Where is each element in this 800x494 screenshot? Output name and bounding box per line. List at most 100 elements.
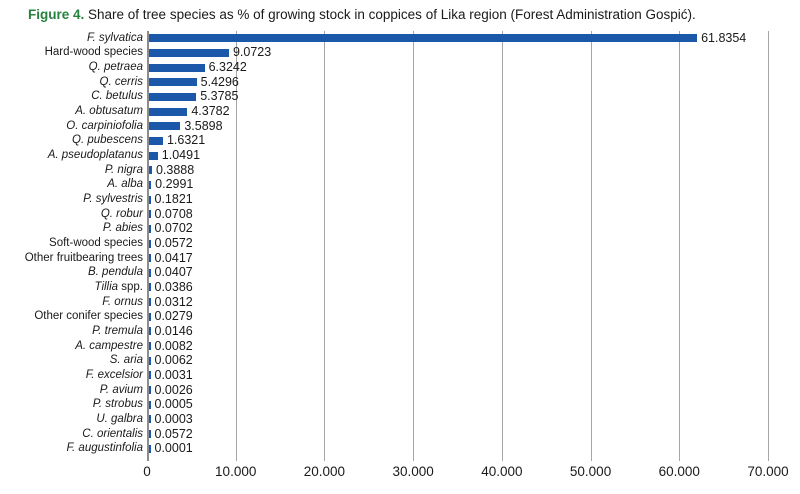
bar [148,63,205,72]
category-label: P. avium [100,384,143,397]
value-label: 1.6321 [166,133,206,148]
category-label-text: F. augustinfolia [66,442,143,455]
bar [148,195,151,204]
category-label-text: F. ornus [102,295,143,308]
category-label-text: A. alba [107,178,143,191]
value-label: 0.2991 [155,177,194,192]
category-label: O. carpiniofolia [66,120,143,133]
category-label-text: P. strobus [92,398,143,411]
category-label: C. orientalis [82,428,143,441]
category-label: A. pseudoplatanus [48,149,143,162]
value-label: 1.0491 [161,148,201,163]
category-label: S. aria [110,354,143,367]
bar [148,268,151,277]
bar [148,78,197,87]
bar [148,107,188,116]
value-label: 0.0001 [154,441,193,456]
value-label: 0.0417 [154,250,193,265]
category-label-text: Tillia [94,280,119,293]
bar [148,224,151,233]
category-label: F. augustinfolia [66,442,143,455]
category-label-text: P. sylvestris [83,193,143,206]
bar [148,415,151,424]
category-label: P. nigra [105,164,143,177]
x-tick-label: 60.000 [658,464,700,479]
bar [148,48,229,57]
bar [148,254,151,263]
value-label: 0.1821 [154,192,193,207]
y-axis-line [147,31,149,461]
value-label: 0.0279 [154,309,193,324]
value-label: 0.0702 [154,221,193,236]
value-label: 0.0312 [154,294,193,309]
category-label-text: P. tremula [92,324,143,337]
category-label-text: spp. [118,280,143,293]
bar [148,180,152,189]
category-label-text: P. avium [99,383,143,396]
category-label: U. galbra [96,413,143,426]
bar [148,400,151,409]
category-label-text: Other conifer species [34,310,143,323]
gridline [679,31,681,461]
category-label: P. strobus [93,398,143,411]
category-label-text: C. orientalis [82,427,143,440]
value-label: 0.0572 [154,236,193,250]
category-label-text: Other fruitbearing trees [24,251,143,264]
bar [148,283,151,292]
gridline [324,31,326,461]
category-label: P. tremula [92,325,143,338]
bar [148,210,151,219]
category-label-text: Q. robur [100,207,143,220]
gridline [590,31,592,461]
bar [148,371,151,380]
x-tick-label: 70.000 [747,464,789,479]
category-label-text: C. betulus [91,90,143,103]
category-label: B. pendula [88,266,143,279]
category-label-text: Q. pubescens [72,134,143,147]
value-label: 0.0386 [154,279,193,294]
category-label-text: P. abies [102,222,143,235]
category-label: Q. cerris [100,76,143,89]
bar [148,444,151,453]
category-label-text: Q. cerris [99,75,143,88]
category-label: F. excelsior [86,369,143,382]
category-label: Hard-wood species [45,46,143,59]
category-label-text: Hard-wood species [44,46,143,59]
category-label-text: S. aria [109,354,143,367]
value-label: 0.0572 [154,426,193,441]
category-label-text: U. galbra [96,412,143,425]
category-label: P. abies [103,222,143,235]
bar [148,239,151,248]
value-label: 0.0146 [154,323,193,338]
bar [148,122,181,131]
x-tick-label: 40.000 [481,464,523,479]
value-label: 0.0026 [154,382,193,397]
category-label: F. sylvatica [87,32,143,45]
value-label: 6.3242 [208,60,247,75]
gridline [501,31,503,461]
bar [148,430,151,439]
value-label: 0.0708 [154,206,193,221]
value-label: 0.0407 [154,265,193,280]
value-label: 9.0723 [232,45,272,60]
category-label: P. sylvestris [83,193,143,206]
value-label: 3.5898 [184,118,223,133]
bar [148,136,163,145]
category-label: Other fruitbearing trees [25,252,143,265]
gridline [413,31,415,461]
bar [148,151,158,160]
category-label-text: F. excelsior [85,368,143,381]
category-label: Soft-wood species [49,237,143,250]
category-label-text: A. pseudoplatanus [47,149,143,162]
x-tick-label: 30.000 [392,464,434,479]
bar [148,92,197,101]
category-label-text: A. campestre [75,339,143,352]
bar [148,342,151,351]
category-label-text: A. obtusatum [75,105,143,118]
category-label: Q. pubescens [72,134,143,147]
x-tick-label: 10.000 [215,464,257,479]
category-label: Q. robur [101,208,143,221]
value-label: 0.0082 [154,338,193,353]
bar [148,34,698,43]
